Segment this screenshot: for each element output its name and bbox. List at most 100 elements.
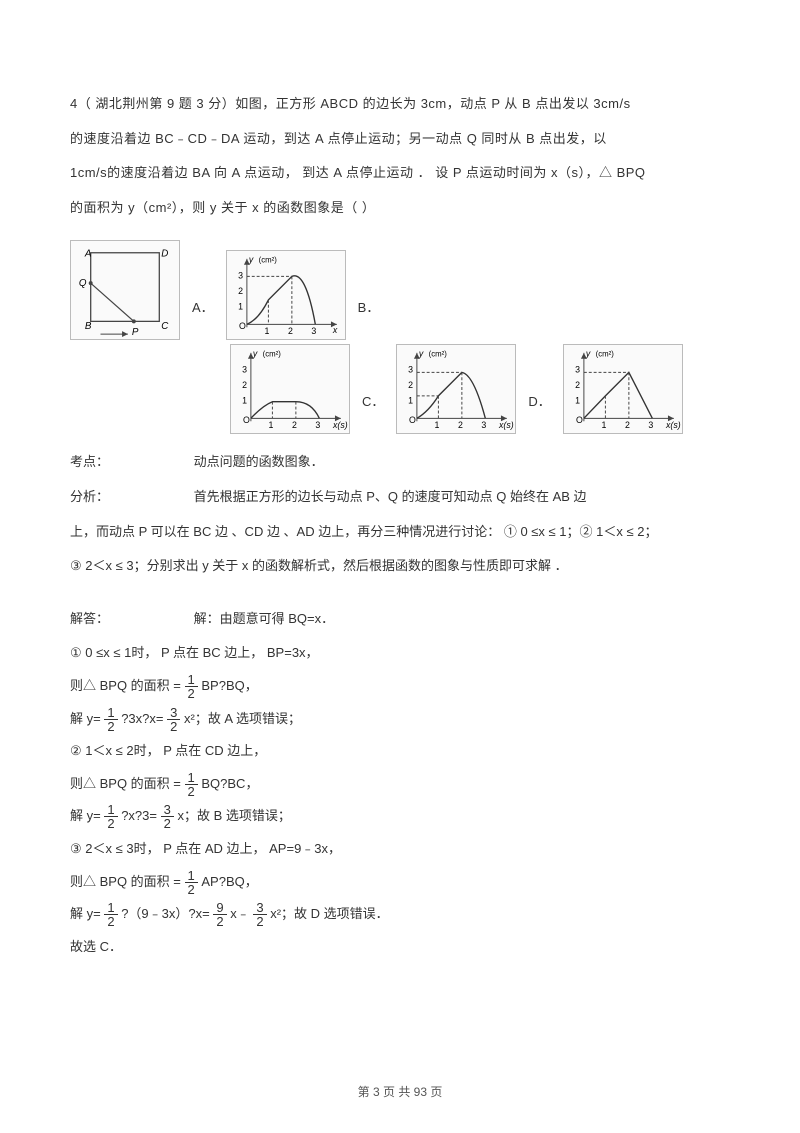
svg-text:O: O xyxy=(243,416,250,426)
svg-text:1: 1 xyxy=(242,396,247,406)
sol-l9a: 解 y= xyxy=(70,906,101,921)
sol-l8a: 则△ BPQ 的面积 = xyxy=(70,874,181,889)
svg-text:x: x xyxy=(332,326,338,336)
svg-text:(cm²): (cm²) xyxy=(258,256,277,265)
chart-c: y (cm²) x(s) O 1 2 3 1 2 3 xyxy=(396,344,516,434)
svg-text:B: B xyxy=(85,322,92,333)
sol-l5b: BQ?BC， xyxy=(201,776,258,791)
svg-text:2: 2 xyxy=(242,380,247,390)
sol-l6b: ?x?3= xyxy=(121,808,157,823)
svg-text:1: 1 xyxy=(435,420,440,430)
jieda-text: 解：由题意可得 BQ=x． xyxy=(194,611,335,626)
sol-l8b: AP?BQ， xyxy=(201,874,257,889)
sol-l9d: x²；故 D 选项错误． xyxy=(270,906,388,921)
sol-l9: 解 y= 12 ?（9﹣3x）?x= 92 x﹣ 32 x²；故 D 选项错误． xyxy=(70,900,730,929)
fenxi-row-2: 上，而动点 P 可以在 BC 边 、CD 边 、AD 边上，再分三种情况进行讨论… xyxy=(70,518,730,547)
svg-text:D: D xyxy=(161,249,168,260)
svg-text:1: 1 xyxy=(575,396,580,406)
frac-half-1: 12 xyxy=(185,673,198,700)
svg-text:3: 3 xyxy=(408,365,413,375)
svg-text:2: 2 xyxy=(575,380,580,390)
chart-a: y (cm²) x O 1 2 3 1 2 3 xyxy=(226,250,346,340)
svg-text:1: 1 xyxy=(601,420,606,430)
svg-text:3: 3 xyxy=(648,420,653,430)
option-label-b: B． xyxy=(354,294,384,341)
figure-row-1: A D B C Q P A． y (cm²) x O 1 2 3 1 2 3 B… xyxy=(70,240,730,340)
sol-l8: 则△ BPQ 的面积 = 12 AP?BQ， xyxy=(70,868,730,897)
svg-text:(cm²): (cm²) xyxy=(595,350,614,359)
problem-line-1: 4（ 湖北荆州第 9 题 3 分）如图，正方形 ABCD 的边长为 3cm，动点… xyxy=(70,90,730,119)
fenxi-text-1: 首先根据正方形的边长与动点 P、Q 的速度可知动点 Q 始终在 AB 边 xyxy=(194,489,587,504)
kaodian-row: 考点： 动点问题的函数图象． xyxy=(70,448,730,477)
sol-l3: 解 y= 12 ?3x?x= 32 x²；故 A 选项错误； xyxy=(70,705,730,734)
jieda-label: 解答： xyxy=(70,605,190,634)
sol-l9b: ?（9﹣3x）?x= xyxy=(121,906,210,921)
frac-threehalf-3: 32 xyxy=(253,901,266,928)
option-label-d: D． xyxy=(524,388,554,435)
sol-l3b: ?3x?x= xyxy=(121,711,163,726)
frac-half-4: 12 xyxy=(104,803,117,830)
svg-text:2: 2 xyxy=(625,420,630,430)
sol-l3a: 解 y= xyxy=(70,711,101,726)
svg-text:A: A xyxy=(84,249,92,260)
kaodian-text: 动点问题的函数图象． xyxy=(194,454,324,469)
problem-line-2: 的速度沿着边 BC﹣CD﹣DA 运动，到达 A 点停止运动；另一动点 Q 同时从… xyxy=(70,125,730,154)
sol-l3c: x²；故 A 选项错误； xyxy=(184,711,301,726)
sol-l1: ① 0 ≤x ≤ 1时， P 点在 BC 边上， BP=3x， xyxy=(70,639,730,668)
option-label-a: A． xyxy=(188,294,218,341)
option-label-c: C． xyxy=(358,388,388,435)
fenxi-row-1: 分析： 首先根据正方形的边长与动点 P、Q 的速度可知动点 Q 始终在 AB 边 xyxy=(70,483,730,512)
svg-text:Q: Q xyxy=(79,278,87,289)
problem-line-4: 的面积为 y（cm²），则 y 关于 x 的函数图象是（ ） xyxy=(70,194,730,223)
svg-text:x(s): x(s) xyxy=(498,420,514,430)
svg-text:O: O xyxy=(239,322,246,332)
jieda-row: 解答： 解：由题意可得 BQ=x． xyxy=(70,605,730,634)
svg-text:y: y xyxy=(585,349,591,359)
svg-text:O: O xyxy=(576,416,583,426)
svg-text:(cm²): (cm²) xyxy=(429,350,448,359)
sol-l7: ③ 2＜x ≤ 3时， P 点在 AD 边上， AP=9﹣3x， xyxy=(70,835,730,864)
svg-text:(cm²): (cm²) xyxy=(263,350,282,359)
chart-d: y (cm²) x(s) O 1 2 3 1 2 3 xyxy=(563,344,683,434)
svg-text:1: 1 xyxy=(264,326,269,336)
frac-half-2: 12 xyxy=(104,706,117,733)
fenxi-row-3: ③ 2＜x ≤ 3；分别求出 y 关于 x 的函数解析式，然后根据函数的图象与性… xyxy=(70,552,730,581)
frac-half-3: 12 xyxy=(185,771,198,798)
svg-text:3: 3 xyxy=(575,365,580,375)
sol-l5a: 则△ BPQ 的面积 = xyxy=(70,776,181,791)
svg-text:C: C xyxy=(161,322,169,333)
frac-half-5: 12 xyxy=(185,869,198,896)
sol-l6c: x；故 B 选项错误； xyxy=(177,808,290,823)
svg-text:2: 2 xyxy=(288,326,293,336)
svg-text:2: 2 xyxy=(408,380,413,390)
svg-text:O: O xyxy=(409,416,416,426)
sol-l4: ② 1＜x ≤ 2时， P 点在 CD 边上， xyxy=(70,737,730,766)
svg-text:P: P xyxy=(132,327,139,338)
svg-text:y: y xyxy=(418,349,424,359)
figure-row-2: y (cm²) x(s) O 1 2 3 1 2 3 C． y (cm²) x(… xyxy=(230,344,730,434)
fenxi-label: 分析： xyxy=(70,483,190,512)
svg-text:3: 3 xyxy=(482,420,487,430)
svg-text:2: 2 xyxy=(458,420,463,430)
sol-l2: 则△ BPQ 的面积 = 12 BP?BQ， xyxy=(70,672,730,701)
svg-text:3: 3 xyxy=(242,365,247,375)
svg-text:x(s): x(s) xyxy=(332,420,348,430)
sol-l6a: 解 y= xyxy=(70,808,101,823)
sol-l10: 故选 C． xyxy=(70,933,730,962)
problem-line-3: 1cm/s的速度沿着边 BA 向 A 点运动， 到达 A 点停止运动 ． 设 P… xyxy=(70,159,730,188)
page-footer: 第 3 页 共 93 页 xyxy=(0,1079,800,1105)
svg-text:y: y xyxy=(248,255,254,265)
svg-text:3: 3 xyxy=(315,420,320,430)
sol-l2a: 则△ BPQ 的面积 = xyxy=(70,678,181,693)
chart-b: y (cm²) x(s) O 1 2 3 1 2 3 xyxy=(230,344,350,434)
svg-text:3: 3 xyxy=(311,326,316,336)
sol-l9c: x﹣ xyxy=(230,906,250,921)
sol-l6: 解 y= 12 ?x?3= 32 x；故 B 选项错误； xyxy=(70,802,730,831)
kaodian-label: 考点： xyxy=(70,448,190,477)
sol-l2b: BP?BQ， xyxy=(201,678,257,693)
svg-text:1: 1 xyxy=(268,420,273,430)
svg-text:2: 2 xyxy=(292,420,297,430)
frac-ninehalf: 92 xyxy=(213,901,226,928)
svg-text:1: 1 xyxy=(408,396,413,406)
sol-l5: 则△ BPQ 的面积 = 12 BQ?BC， xyxy=(70,770,730,799)
